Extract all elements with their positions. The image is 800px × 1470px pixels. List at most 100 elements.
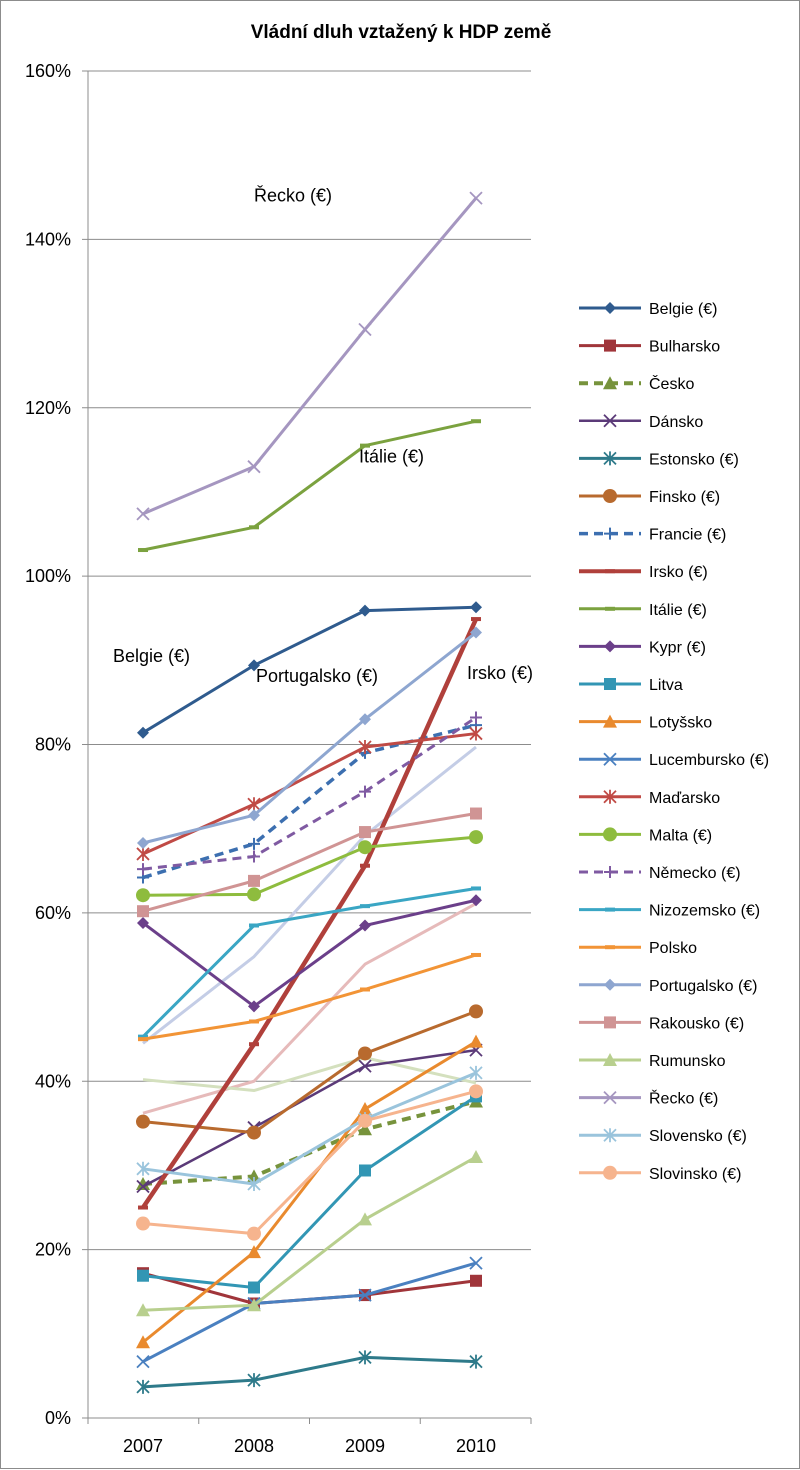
annotation-label: Belgie (€) xyxy=(113,646,190,666)
series-10-point-marker xyxy=(359,1164,371,1177)
y-tick-label: 40% xyxy=(35,1071,71,1091)
y-tick-label: 0% xyxy=(45,1408,71,1428)
series-24-line xyxy=(142,902,477,1115)
chart-title: Vládní dluh vztažený k HDP země xyxy=(251,22,552,43)
series-16-point-marker xyxy=(471,886,481,891)
series-7-point-marker xyxy=(249,1042,259,1047)
legend-swatch-marker xyxy=(603,827,617,842)
legend-item: Rakousko (€) xyxy=(579,1015,744,1032)
legend-label: Malta (€) xyxy=(649,827,712,844)
series-19-point-marker xyxy=(248,874,260,887)
series-9-line xyxy=(142,898,477,1008)
series-23-point-marker xyxy=(136,1216,150,1231)
series-21-point-marker xyxy=(358,322,372,337)
y-tick-label: 120% xyxy=(25,398,71,418)
series-13-point-marker xyxy=(358,740,372,755)
series-15-point-marker xyxy=(470,711,482,724)
series-4-point-marker xyxy=(247,1373,261,1388)
legend-swatch-marker xyxy=(605,569,615,574)
legend-label: Kypr (€) xyxy=(649,639,706,656)
series-16-point-marker xyxy=(249,923,259,928)
series-0-point-marker xyxy=(137,726,149,739)
series-4-point-marker xyxy=(136,1379,150,1394)
legend-swatch-marker xyxy=(605,606,615,611)
legend-item: Lucembursko (€) xyxy=(579,752,769,769)
series-3 xyxy=(136,1043,483,1194)
legend-swatch-marker xyxy=(603,489,617,503)
series-12 xyxy=(136,1256,483,1369)
series-19-point-marker xyxy=(137,905,149,918)
legend-item: Estonsko (€) xyxy=(579,451,739,468)
series-17-point-marker xyxy=(249,1019,259,1024)
series-12-point-marker xyxy=(136,1354,150,1369)
legend-swatch-marker xyxy=(603,1053,617,1066)
legend-swatch-marker xyxy=(604,978,616,991)
series-8-point-marker xyxy=(138,548,148,553)
series-13-line xyxy=(142,732,477,856)
series-0 xyxy=(137,601,482,739)
series-18-point-marker xyxy=(248,809,260,822)
legend-label: Itálie (€) xyxy=(649,602,707,619)
series-14-point-marker xyxy=(358,840,372,855)
series-6 xyxy=(137,719,482,884)
series-17 xyxy=(138,952,481,1042)
series-20-point-marker xyxy=(247,1298,261,1312)
legend-swatch-marker xyxy=(603,1090,617,1105)
y-tick-label: 60% xyxy=(35,903,71,923)
legend: Belgie (€) Bulharsko Česko Dánsko Estonsko (… xyxy=(579,301,769,1183)
series-15-point-marker xyxy=(137,863,149,876)
legend-label: Finsko (€) xyxy=(649,489,720,506)
series-0-point-marker xyxy=(359,604,371,617)
series-8-line xyxy=(142,419,477,552)
series-16-point-marker xyxy=(360,904,370,909)
series-7-point-marker xyxy=(471,617,481,622)
legend-item: Belgie (€) xyxy=(579,301,717,318)
series-16-point-marker xyxy=(138,1034,148,1039)
legend-label: Slovinsko (€) xyxy=(649,1166,741,1183)
series-16 xyxy=(138,886,481,1039)
legend-item: Kypr (€) xyxy=(579,639,706,656)
series-9-point-marker xyxy=(470,894,482,907)
series-12-point-marker xyxy=(358,1288,372,1302)
series-10-point-marker xyxy=(137,1269,149,1282)
series-17-line xyxy=(142,953,477,1041)
series-14-line xyxy=(142,835,477,897)
series-8-point-marker xyxy=(360,443,370,448)
series-23-line xyxy=(142,1089,477,1236)
series-3-point-marker xyxy=(358,1059,372,1073)
series-9 xyxy=(137,894,482,1013)
legend-label: Litva xyxy=(649,677,683,694)
series-12-point-marker xyxy=(469,1256,483,1270)
series-15-point-marker xyxy=(359,785,371,798)
series-18 xyxy=(137,626,482,849)
series-22-line xyxy=(142,1071,477,1186)
series-5-point-marker xyxy=(469,1004,483,1019)
series-22-point-marker xyxy=(136,1161,150,1176)
series-10-line xyxy=(142,1095,477,1290)
series-19-line xyxy=(142,812,477,913)
series-8-point-marker xyxy=(471,419,481,424)
legend-item: Maďarsko xyxy=(579,790,720,807)
series-2-point-marker xyxy=(247,1169,261,1183)
series-7-point-marker xyxy=(138,1205,148,1210)
legend-label: Dánsko xyxy=(649,414,703,431)
series-0-point-marker xyxy=(248,659,260,672)
series-1-point-marker xyxy=(470,1274,482,1287)
legend-swatch-marker xyxy=(603,1128,617,1143)
legend-item: Česko xyxy=(579,374,694,393)
annotations: Řecko (€) Itálie (€) Belgie (€) Portugalsko… xyxy=(113,185,533,686)
series-21-point-marker xyxy=(247,460,261,474)
series-22-point-marker xyxy=(469,1065,483,1080)
series-9-point-marker xyxy=(137,916,149,929)
series-7 xyxy=(138,617,481,1210)
y-tick-label: 20% xyxy=(35,1240,71,1260)
x-tick-label: 2007 xyxy=(123,1436,163,1456)
series-10-point-marker xyxy=(248,1281,260,1294)
legend-swatch-marker xyxy=(603,789,617,804)
legend-swatch-marker xyxy=(603,451,617,466)
series-21-point-marker xyxy=(469,191,483,205)
series-19-point-marker xyxy=(470,807,482,820)
series-19 xyxy=(137,807,482,918)
series-11-point-marker xyxy=(247,1245,261,1259)
series-6-point-marker xyxy=(248,837,260,850)
